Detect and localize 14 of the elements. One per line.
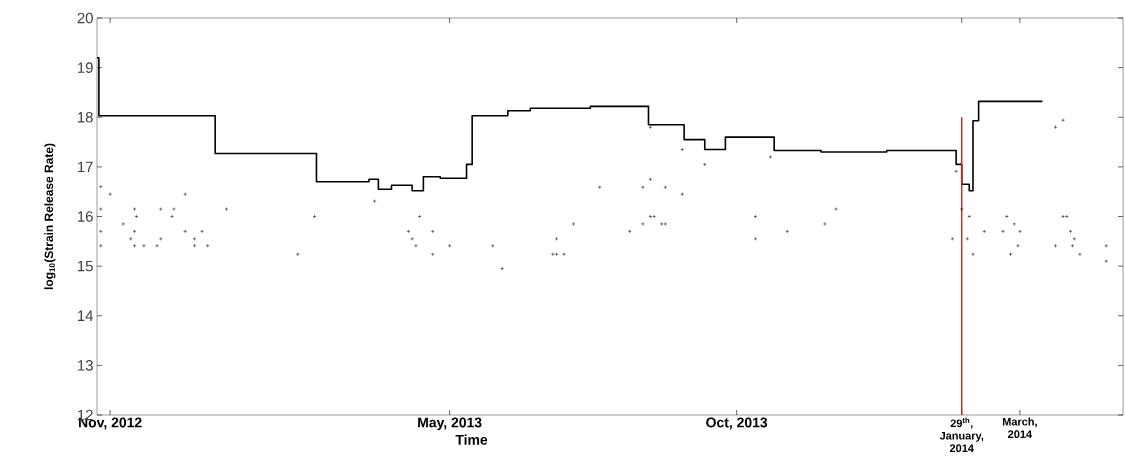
y-tick-label: 20	[77, 12, 93, 24]
y-tick-label: 19	[78, 62, 93, 73]
y-tick-label: 17	[78, 161, 93, 173]
y-tick-label: 14	[78, 310, 94, 321]
x-tick-label: March, 2014	[1002, 417, 1037, 439]
y-tick-label: 15	[78, 260, 93, 272]
y-tick-label: 16	[78, 211, 93, 222]
x-tick-label: Oct, 2013	[706, 417, 768, 430]
y-axis-title: log$_{10}$(Strain Release Rate)	[44, 143, 56, 290]
x-axis-title: Time	[455, 434, 488, 445]
y-tick-label: 13	[78, 360, 93, 371]
x-tick-label: 29$^{th}$, January, 2014	[939, 417, 984, 453]
x-tick-label: May, 2013	[418, 417, 482, 431]
y-tick-label: 18	[78, 111, 93, 123]
